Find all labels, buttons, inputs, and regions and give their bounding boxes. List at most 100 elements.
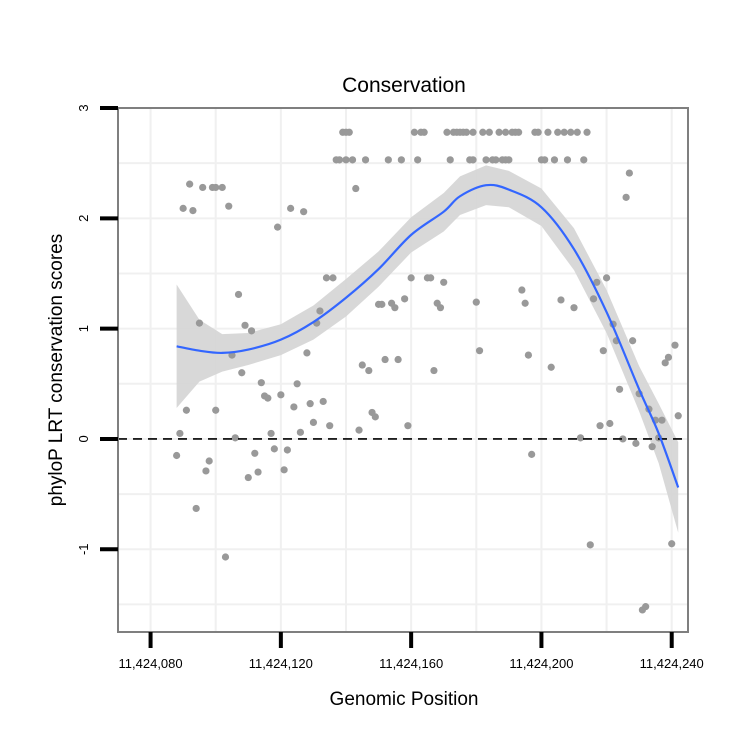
data-point [547, 363, 555, 371]
confidence-ribbon [176, 165, 679, 533]
data-point [632, 439, 640, 447]
data-point [671, 341, 679, 349]
data-point [205, 457, 213, 465]
confidence-ribbon-layer [176, 165, 679, 533]
y-tick-label: 1 [76, 325, 91, 332]
data-point [401, 295, 409, 303]
data-point [192, 504, 200, 513]
data-point [189, 206, 197, 215]
data-point [446, 156, 454, 164]
data-point [524, 351, 533, 359]
x-tick-label: 11,424,240 [640, 656, 704, 671]
data-point [394, 355, 402, 364]
data-point [427, 274, 435, 282]
data-point [443, 128, 451, 136]
data-point [550, 156, 559, 164]
data-point [407, 274, 415, 282]
data-point [202, 467, 210, 475]
data-point [596, 422, 604, 430]
data-point [482, 156, 490, 164]
data-point [293, 380, 301, 388]
data-point [199, 183, 207, 192]
data-point [182, 406, 190, 414]
data-point [381, 355, 389, 364]
y-tick-label: 0 [76, 435, 91, 442]
data-point [264, 394, 272, 402]
data-point [309, 418, 318, 426]
data-point [358, 361, 366, 369]
chart-title: Conservation [342, 74, 466, 97]
data-point [583, 128, 591, 136]
data-point [472, 298, 480, 306]
data-point [274, 223, 282, 231]
data-point [306, 400, 314, 408]
data-point [518, 286, 526, 294]
data-point [599, 347, 607, 355]
data-point [602, 274, 611, 282]
data-point [225, 202, 233, 210]
points-layer [173, 128, 682, 614]
data-point [648, 443, 656, 451]
data-point [280, 466, 288, 474]
data-point [658, 416, 666, 424]
data-point [378, 300, 386, 308]
data-point [589, 295, 598, 303]
data-point [642, 603, 650, 611]
data-point [462, 128, 471, 136]
data-point [580, 156, 588, 164]
data-point [664, 353, 673, 361]
data-point [414, 156, 422, 164]
data-point [329, 274, 337, 282]
data-point [355, 426, 363, 434]
data-point [661, 359, 669, 367]
data-point [231, 434, 239, 442]
data-point [352, 184, 360, 193]
data-point [319, 397, 327, 406]
data-point [384, 156, 392, 164]
data-point [521, 299, 529, 307]
data-point [176, 429, 184, 438]
data-point [303, 349, 311, 357]
data-point [410, 128, 418, 136]
data-point [212, 183, 220, 192]
x-tick-label: 11,424,120 [249, 656, 313, 671]
data-point [365, 366, 373, 375]
data-point [541, 156, 549, 164]
data-point [560, 128, 568, 136]
y-tick-label: -1 [76, 543, 91, 555]
data-point [619, 435, 627, 443]
x-tick-label: 11,424,200 [509, 656, 573, 671]
data-point [238, 369, 246, 377]
data-point [326, 422, 334, 430]
data-point [440, 278, 448, 286]
data-point [371, 413, 379, 421]
data-point [267, 429, 275, 438]
data-point [287, 204, 295, 212]
data-point [391, 304, 399, 312]
data-point [534, 128, 542, 136]
data-point [361, 156, 370, 164]
data-point [296, 428, 304, 436]
data-point [505, 156, 513, 164]
data-point [247, 327, 256, 335]
axes: 11,424,080 11,424,120 11,424,160 11,424,200… [76, 104, 704, 671]
data-point [502, 128, 510, 136]
data-point [300, 208, 308, 216]
data-point [251, 449, 259, 457]
data-point [593, 278, 601, 286]
data-point [563, 156, 572, 164]
data-point [554, 128, 562, 136]
data-point [186, 180, 194, 188]
data-point [234, 290, 243, 299]
data-point [479, 128, 487, 136]
data-point [244, 473, 252, 482]
data-point [195, 319, 204, 327]
data-point [283, 446, 291, 454]
data-point [342, 156, 350, 164]
data-point [430, 366, 438, 375]
data-point [469, 128, 477, 136]
data-point [674, 412, 682, 420]
data-point [668, 540, 676, 548]
data-point [625, 169, 633, 177]
